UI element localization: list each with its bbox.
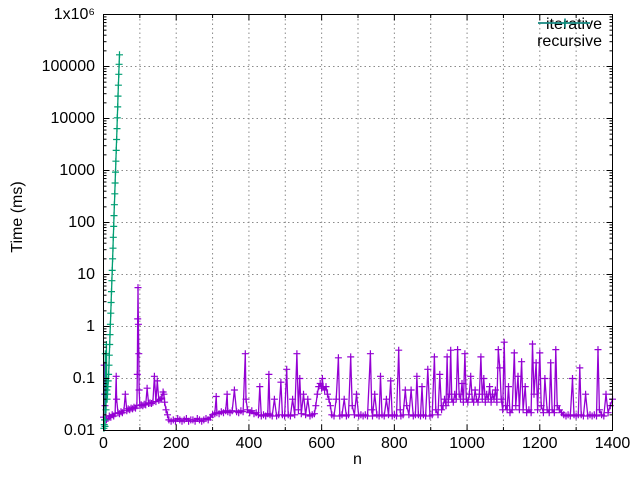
x-tick-label: 1200 (521, 435, 558, 452)
x-tick-label: 1000 (449, 435, 485, 452)
x-axis-title: n (353, 451, 362, 468)
y-tick-label: 100 (68, 213, 95, 231)
legend: iterative recursive (537, 16, 610, 50)
y-tick-label: 10 (77, 265, 95, 283)
x-tick-label: 200 (162, 435, 190, 452)
x-tick-label: 0 (99, 435, 108, 452)
legend-label-recursive: recursive (537, 33, 602, 50)
y-tick-label: 10000 (50, 109, 96, 127)
legend-label-iterative: iterative (545, 16, 602, 33)
x-tick-label: 400 (235, 435, 263, 452)
x-tick-label: 800 (380, 435, 408, 452)
y-axis-title: Time (ms) (9, 181, 26, 253)
legend-sample-line-recursive (538, 18, 591, 28)
legend-item-recursive: recursive (537, 18, 610, 50)
grid-lines (103, 14, 613, 431)
y-tick-label: 100000 (41, 57, 95, 75)
y-tick-label: 0.01 (63, 421, 95, 439)
y-tick-label: 1000 (59, 161, 95, 179)
iterative-series (100, 284, 616, 425)
recursive-line (103, 54, 121, 429)
x-tick-label: 1400 (594, 435, 631, 452)
x-tick-label: 600 (308, 435, 335, 452)
plot-border (103, 14, 613, 431)
y-tick-label: 1 (86, 317, 95, 335)
y-tick-label: 1x10⁶ (53, 5, 95, 23)
y-tick-label: 0.1 (72, 369, 95, 387)
